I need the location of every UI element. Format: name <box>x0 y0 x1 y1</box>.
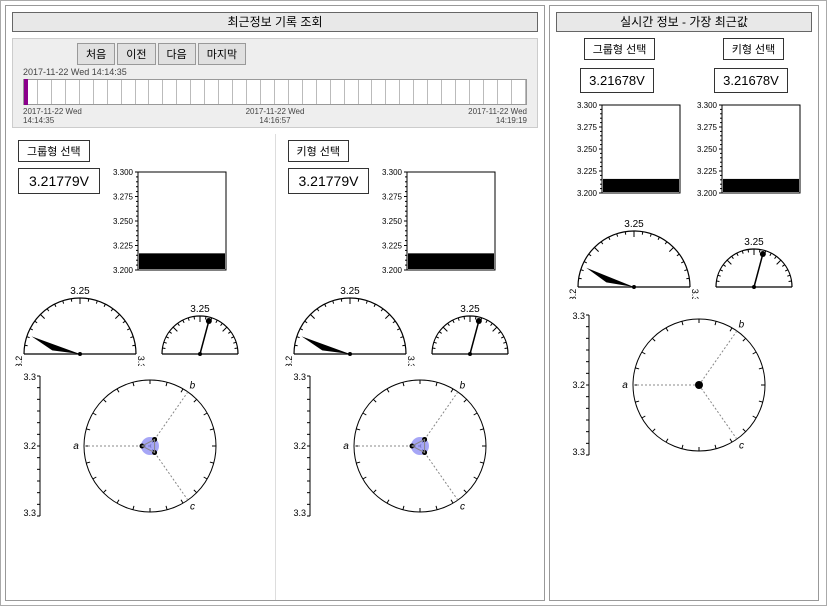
history-panel: 최근정보 기록 조회 처음 이전 다음 마지막 2017-11-22 Wed 1… <box>5 5 545 601</box>
svg-text:3.275: 3.275 <box>577 123 598 132</box>
svg-text:3.3: 3.3 <box>136 356 146 366</box>
svg-text:3.2: 3.2 <box>284 356 294 366</box>
svg-text:3.250: 3.250 <box>697 145 718 154</box>
svg-text:3.200: 3.200 <box>697 189 718 198</box>
realtime-gauge-large: 3.25 3.2 3.3 <box>564 209 704 299</box>
svg-text:c: c <box>459 502 464 513</box>
history-col-key: 키형 선택 3.21779V 3.200 3.225 3.250 3.275 3.300… <box>276 134 545 600</box>
timeline-bar[interactable] <box>23 79 527 105</box>
svg-text:3.3: 3.3 <box>690 289 700 299</box>
first-button[interactable]: 처음 <box>77 43 115 65</box>
svg-text:3.3: 3.3 <box>406 356 416 366</box>
svg-text:a: a <box>622 380 628 391</box>
group-gauge-small: 3.25 <box>150 296 250 366</box>
svg-text:a: a <box>343 441 349 452</box>
svg-text:3.200: 3.200 <box>113 266 134 275</box>
svg-text:3.3: 3.3 <box>572 447 585 457</box>
realtime-panel: 실시간 정보 - 가장 최근값 그룹형 선택 키형 선택 3.21678V 3.… <box>549 5 819 601</box>
key-gauge-small: 3.25 <box>420 296 520 366</box>
svg-text:3.2: 3.2 <box>293 441 306 451</box>
svg-text:3.250: 3.250 <box>113 217 134 226</box>
timeline-mid-date: 2017-11-22 Wed <box>246 107 305 116</box>
realtime-gauge-small: 3.25 <box>704 229 804 299</box>
svg-text:3.275: 3.275 <box>113 193 134 202</box>
svg-text:c: c <box>739 441 744 452</box>
svg-text:3.300: 3.300 <box>113 168 134 177</box>
group-polar-chart: 3.3 3.2 3.3 a b c <box>10 366 260 526</box>
svg-text:3.2: 3.2 <box>568 289 578 299</box>
svg-text:3.25: 3.25 <box>624 219 644 230</box>
group-value: 3.21779V <box>18 168 100 194</box>
next-button[interactable]: 다음 <box>158 43 196 65</box>
group-select-label[interactable]: 그룹형 선택 <box>18 140 90 162</box>
svg-text:3.275: 3.275 <box>382 193 403 202</box>
svg-text:b: b <box>190 380 196 391</box>
svg-text:3.200: 3.200 <box>382 266 403 275</box>
svg-text:3.3: 3.3 <box>293 372 306 382</box>
svg-text:3.2: 3.2 <box>14 356 24 366</box>
svg-text:3.225: 3.225 <box>577 167 598 176</box>
realtime-bar-1: 3.200 3.225 3.250 3.275 3.300 <box>564 99 684 199</box>
timeline-end-date: 2017-11-22 Wed <box>468 107 527 116</box>
svg-text:c: c <box>190 502 195 513</box>
svg-text:3.3: 3.3 <box>293 508 306 518</box>
svg-text:b: b <box>459 380 465 391</box>
last-button[interactable]: 마지막 <box>198 43 246 65</box>
key-polar-chart: 3.3 3.2 3.3 a b c <box>280 366 530 526</box>
svg-text:3.2: 3.2 <box>23 441 36 451</box>
timeline-start-time: 14:14:35 <box>23 116 82 125</box>
svg-text:3.225: 3.225 <box>697 167 718 176</box>
history-title: 최근정보 기록 조회 <box>12 12 538 32</box>
svg-text:3.225: 3.225 <box>113 242 134 251</box>
svg-text:3.250: 3.250 <box>382 217 403 226</box>
timeline-start-date: 2017-11-22 Wed <box>23 107 82 116</box>
realtime-value-1: 3.21678V <box>580 68 654 93</box>
svg-text:3.2: 3.2 <box>572 380 585 390</box>
realtime-polar-chart: 3.3 3.2 3.3 a b c <box>559 305 809 465</box>
timeline-current: 2017-11-22 Wed 14:14:35 <box>23 67 533 77</box>
svg-text:3.275: 3.275 <box>697 123 718 132</box>
group-gauge-large: 3.25 3.2 3.3 <box>10 276 150 366</box>
svg-text:3.200: 3.200 <box>577 189 598 198</box>
key-gauge-large: 3.25 3.2 3.3 <box>280 276 420 366</box>
group-bar-chart: 3.200 3.225 3.250 3.275 3.300 <box>100 166 230 276</box>
svg-text:3.25: 3.25 <box>340 286 360 297</box>
svg-text:3.3: 3.3 <box>23 372 36 382</box>
prev-button[interactable]: 이전 <box>117 43 155 65</box>
key-select-label[interactable]: 키형 선택 <box>288 140 350 162</box>
timeline-nav-area: 처음 이전 다음 마지막 2017-11-22 Wed 14:14:35 201… <box>12 38 538 128</box>
realtime-value-2: 3.21678V <box>714 68 788 93</box>
svg-text:3.225: 3.225 <box>382 242 403 251</box>
key-value: 3.21779V <box>288 168 370 194</box>
realtime-title: 실시간 정보 - 가장 최근값 <box>556 12 812 32</box>
svg-text:3.25: 3.25 <box>460 304 480 315</box>
svg-text:3.25: 3.25 <box>744 237 764 248</box>
svg-text:b: b <box>739 319 745 330</box>
svg-text:a: a <box>73 441 79 452</box>
realtime-key-select[interactable]: 키형 선택 <box>723 38 785 60</box>
svg-text:3.300: 3.300 <box>697 101 718 110</box>
key-bar-chart: 3.200 3.225 3.250 3.275 3.300 <box>369 166 499 276</box>
svg-text:3.3: 3.3 <box>572 311 585 321</box>
svg-text:3.25: 3.25 <box>70 286 90 297</box>
svg-text:3.300: 3.300 <box>577 101 598 110</box>
svg-text:3.250: 3.250 <box>577 145 598 154</box>
svg-text:3.300: 3.300 <box>382 168 403 177</box>
history-col-group: 그룹형 선택 3.21779V 3.200 3.225 3.250 3.275 3.30… <box>6 134 276 600</box>
timeline-cursor[interactable] <box>24 79 28 105</box>
svg-text:3.25: 3.25 <box>190 304 210 315</box>
realtime-bar-2: 3.200 3.225 3.250 3.275 3.300 <box>684 99 804 199</box>
realtime-group-select[interactable]: 그룹형 선택 <box>584 38 656 60</box>
timeline-mid-time: 14:16:57 <box>246 116 305 125</box>
timeline-end-time: 14:19:19 <box>468 116 527 125</box>
svg-text:3.3: 3.3 <box>23 508 36 518</box>
